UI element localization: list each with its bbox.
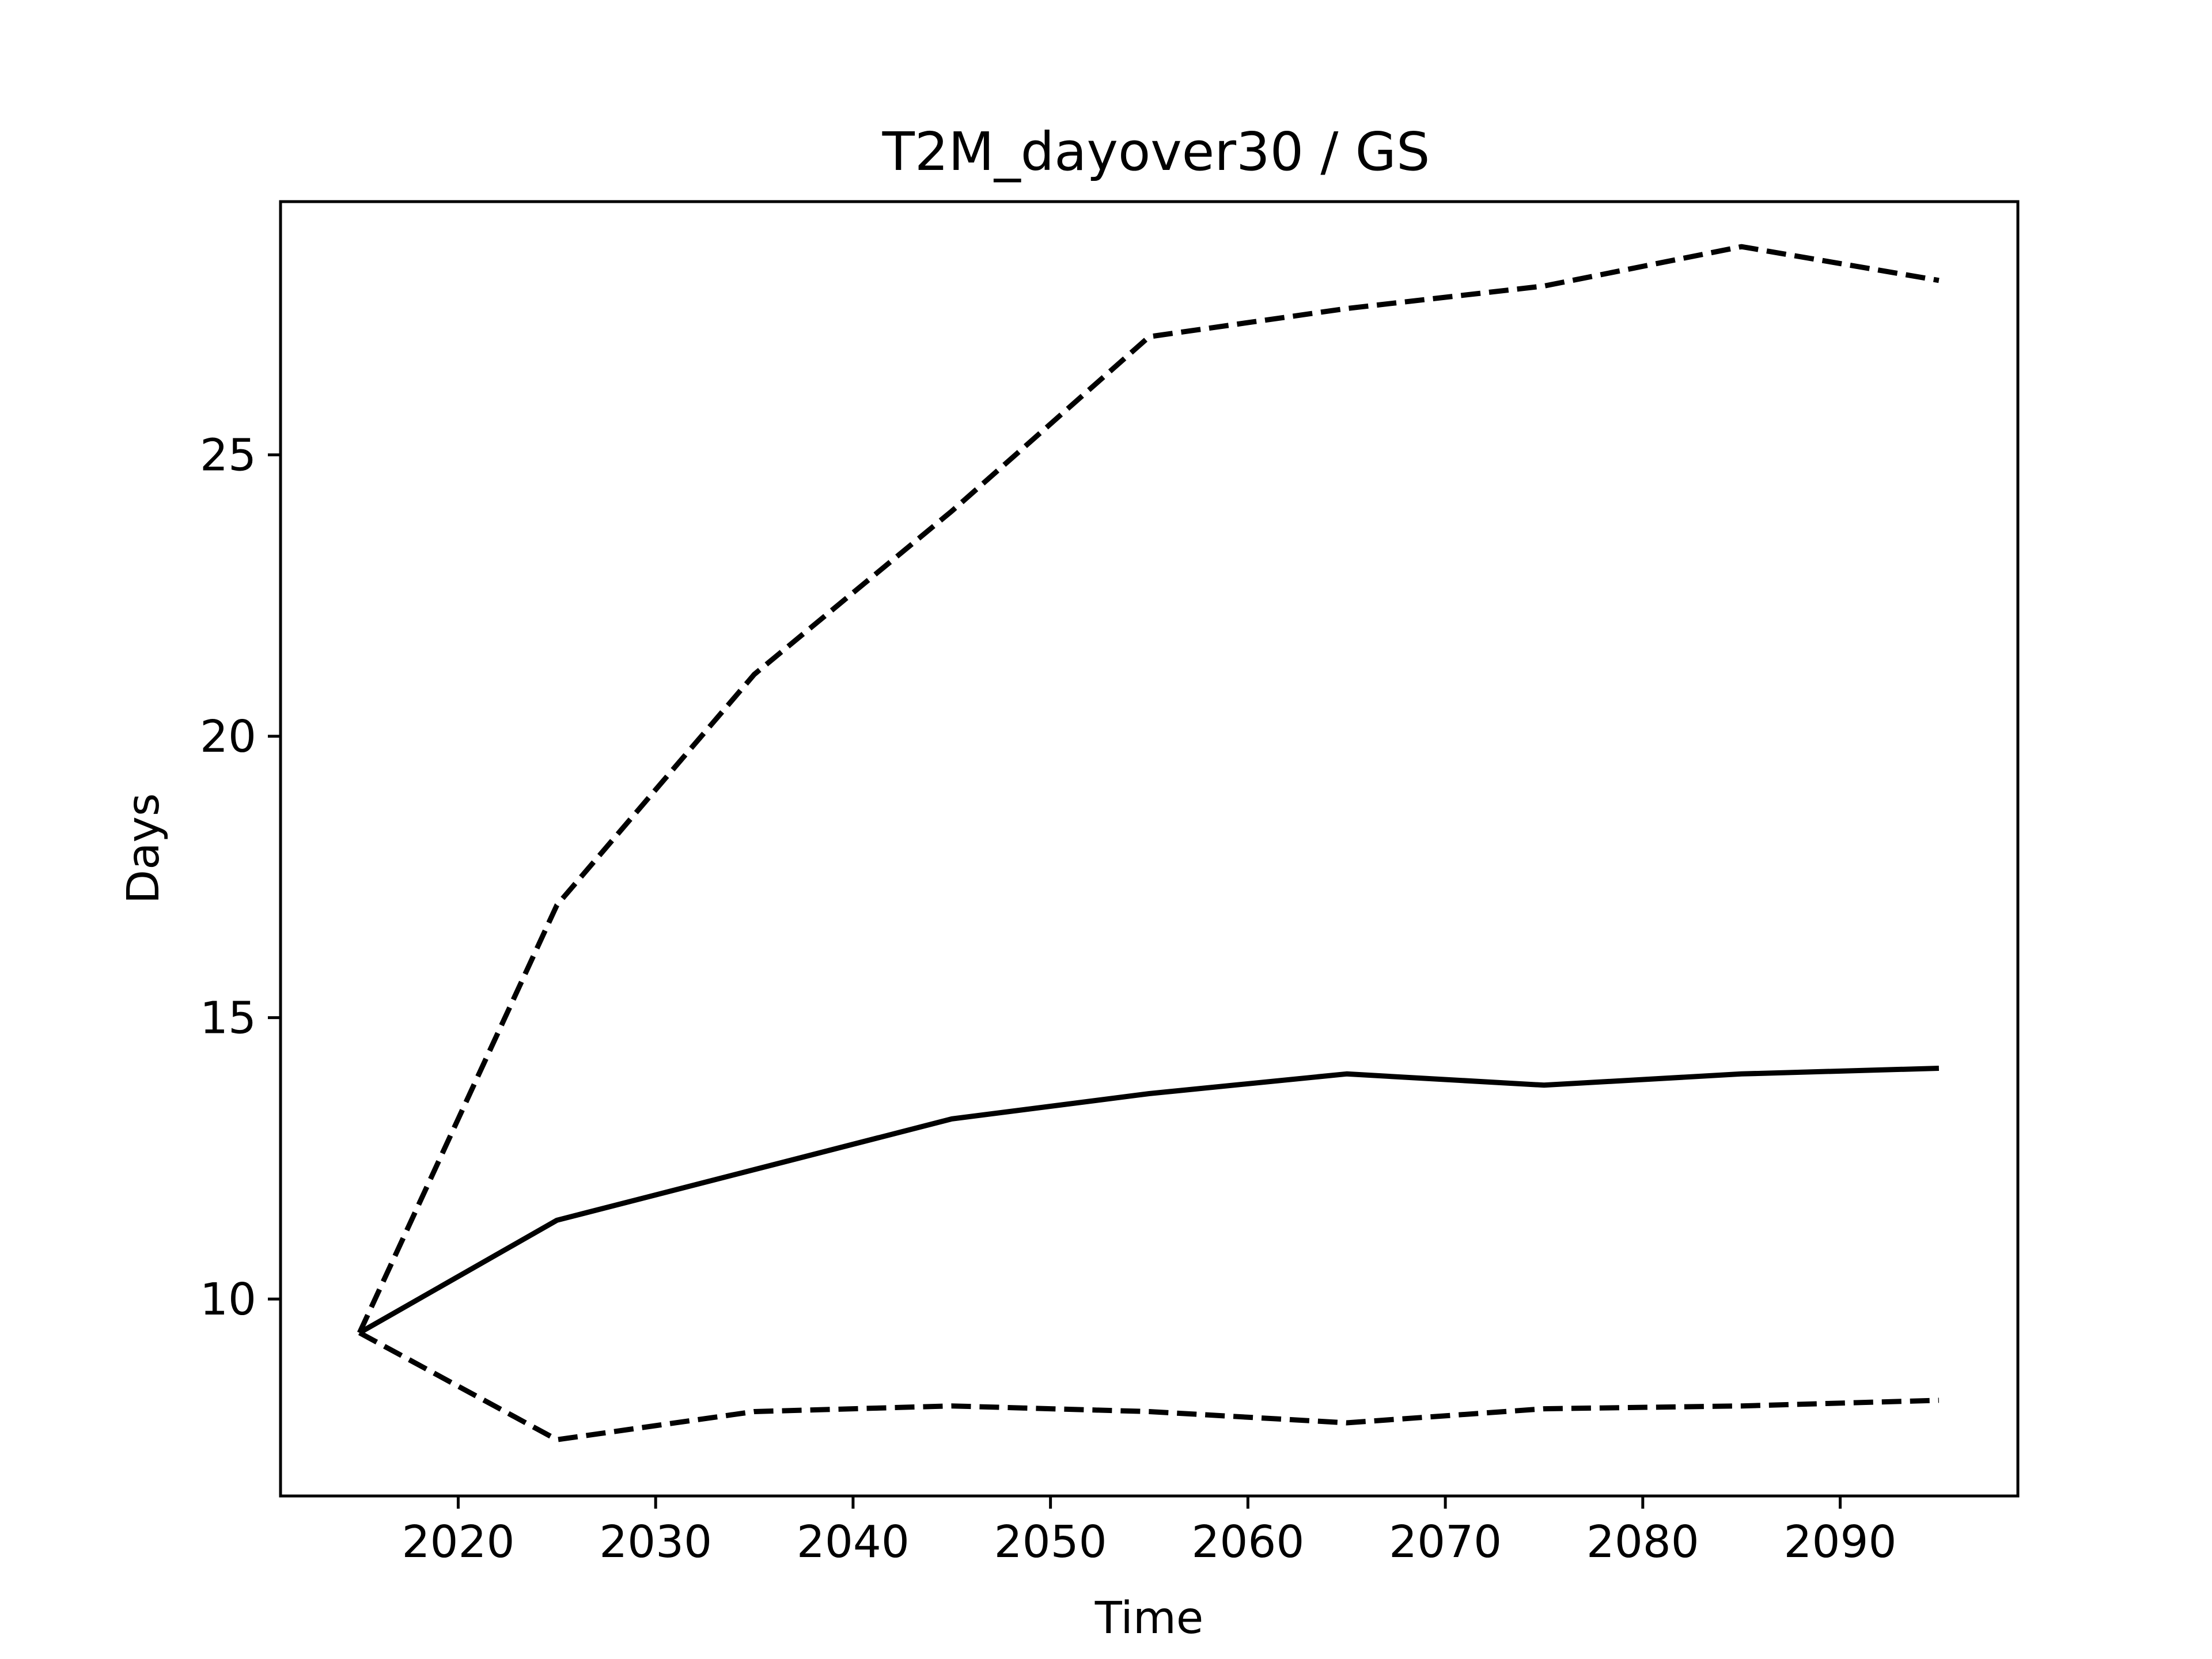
x-tick-label: 2080 — [1586, 1517, 1699, 1568]
series-line-3 — [358, 1330, 1940, 1442]
y-tick-label: 25 — [200, 430, 256, 482]
x-axis-ticks: 2020 2030 2040 2050 2060 2070 2080 2090 — [402, 1496, 1897, 1568]
x-tick-label: 2030 — [599, 1517, 712, 1568]
x-tick-label: 2050 — [994, 1517, 1107, 1568]
series-line-2 — [358, 1066, 1940, 1335]
x-tick-label: 2060 — [1191, 1517, 1304, 1568]
series-layer — [357, 244, 1940, 1442]
x-tick-label: 2070 — [1389, 1517, 1502, 1568]
y-tick-label: 10 — [200, 1274, 256, 1325]
y-axis-label: Days — [118, 793, 169, 904]
y-axis-ticks: 10 15 20 25 — [200, 430, 281, 1325]
chart-title: T2M_dayover30 / GS — [882, 121, 1430, 183]
series-line-1 — [357, 244, 1940, 1334]
y-tick-label: 15 — [200, 993, 256, 1044]
y-tick-label: 20 — [200, 711, 256, 763]
x-axis-label: Time — [1094, 1593, 1203, 1644]
plot-area-frame — [279, 200, 2020, 1498]
x-tick-label: 2020 — [402, 1517, 514, 1568]
x-tick-label: 2090 — [1784, 1517, 1897, 1568]
x-tick-label: 2040 — [797, 1517, 910, 1568]
